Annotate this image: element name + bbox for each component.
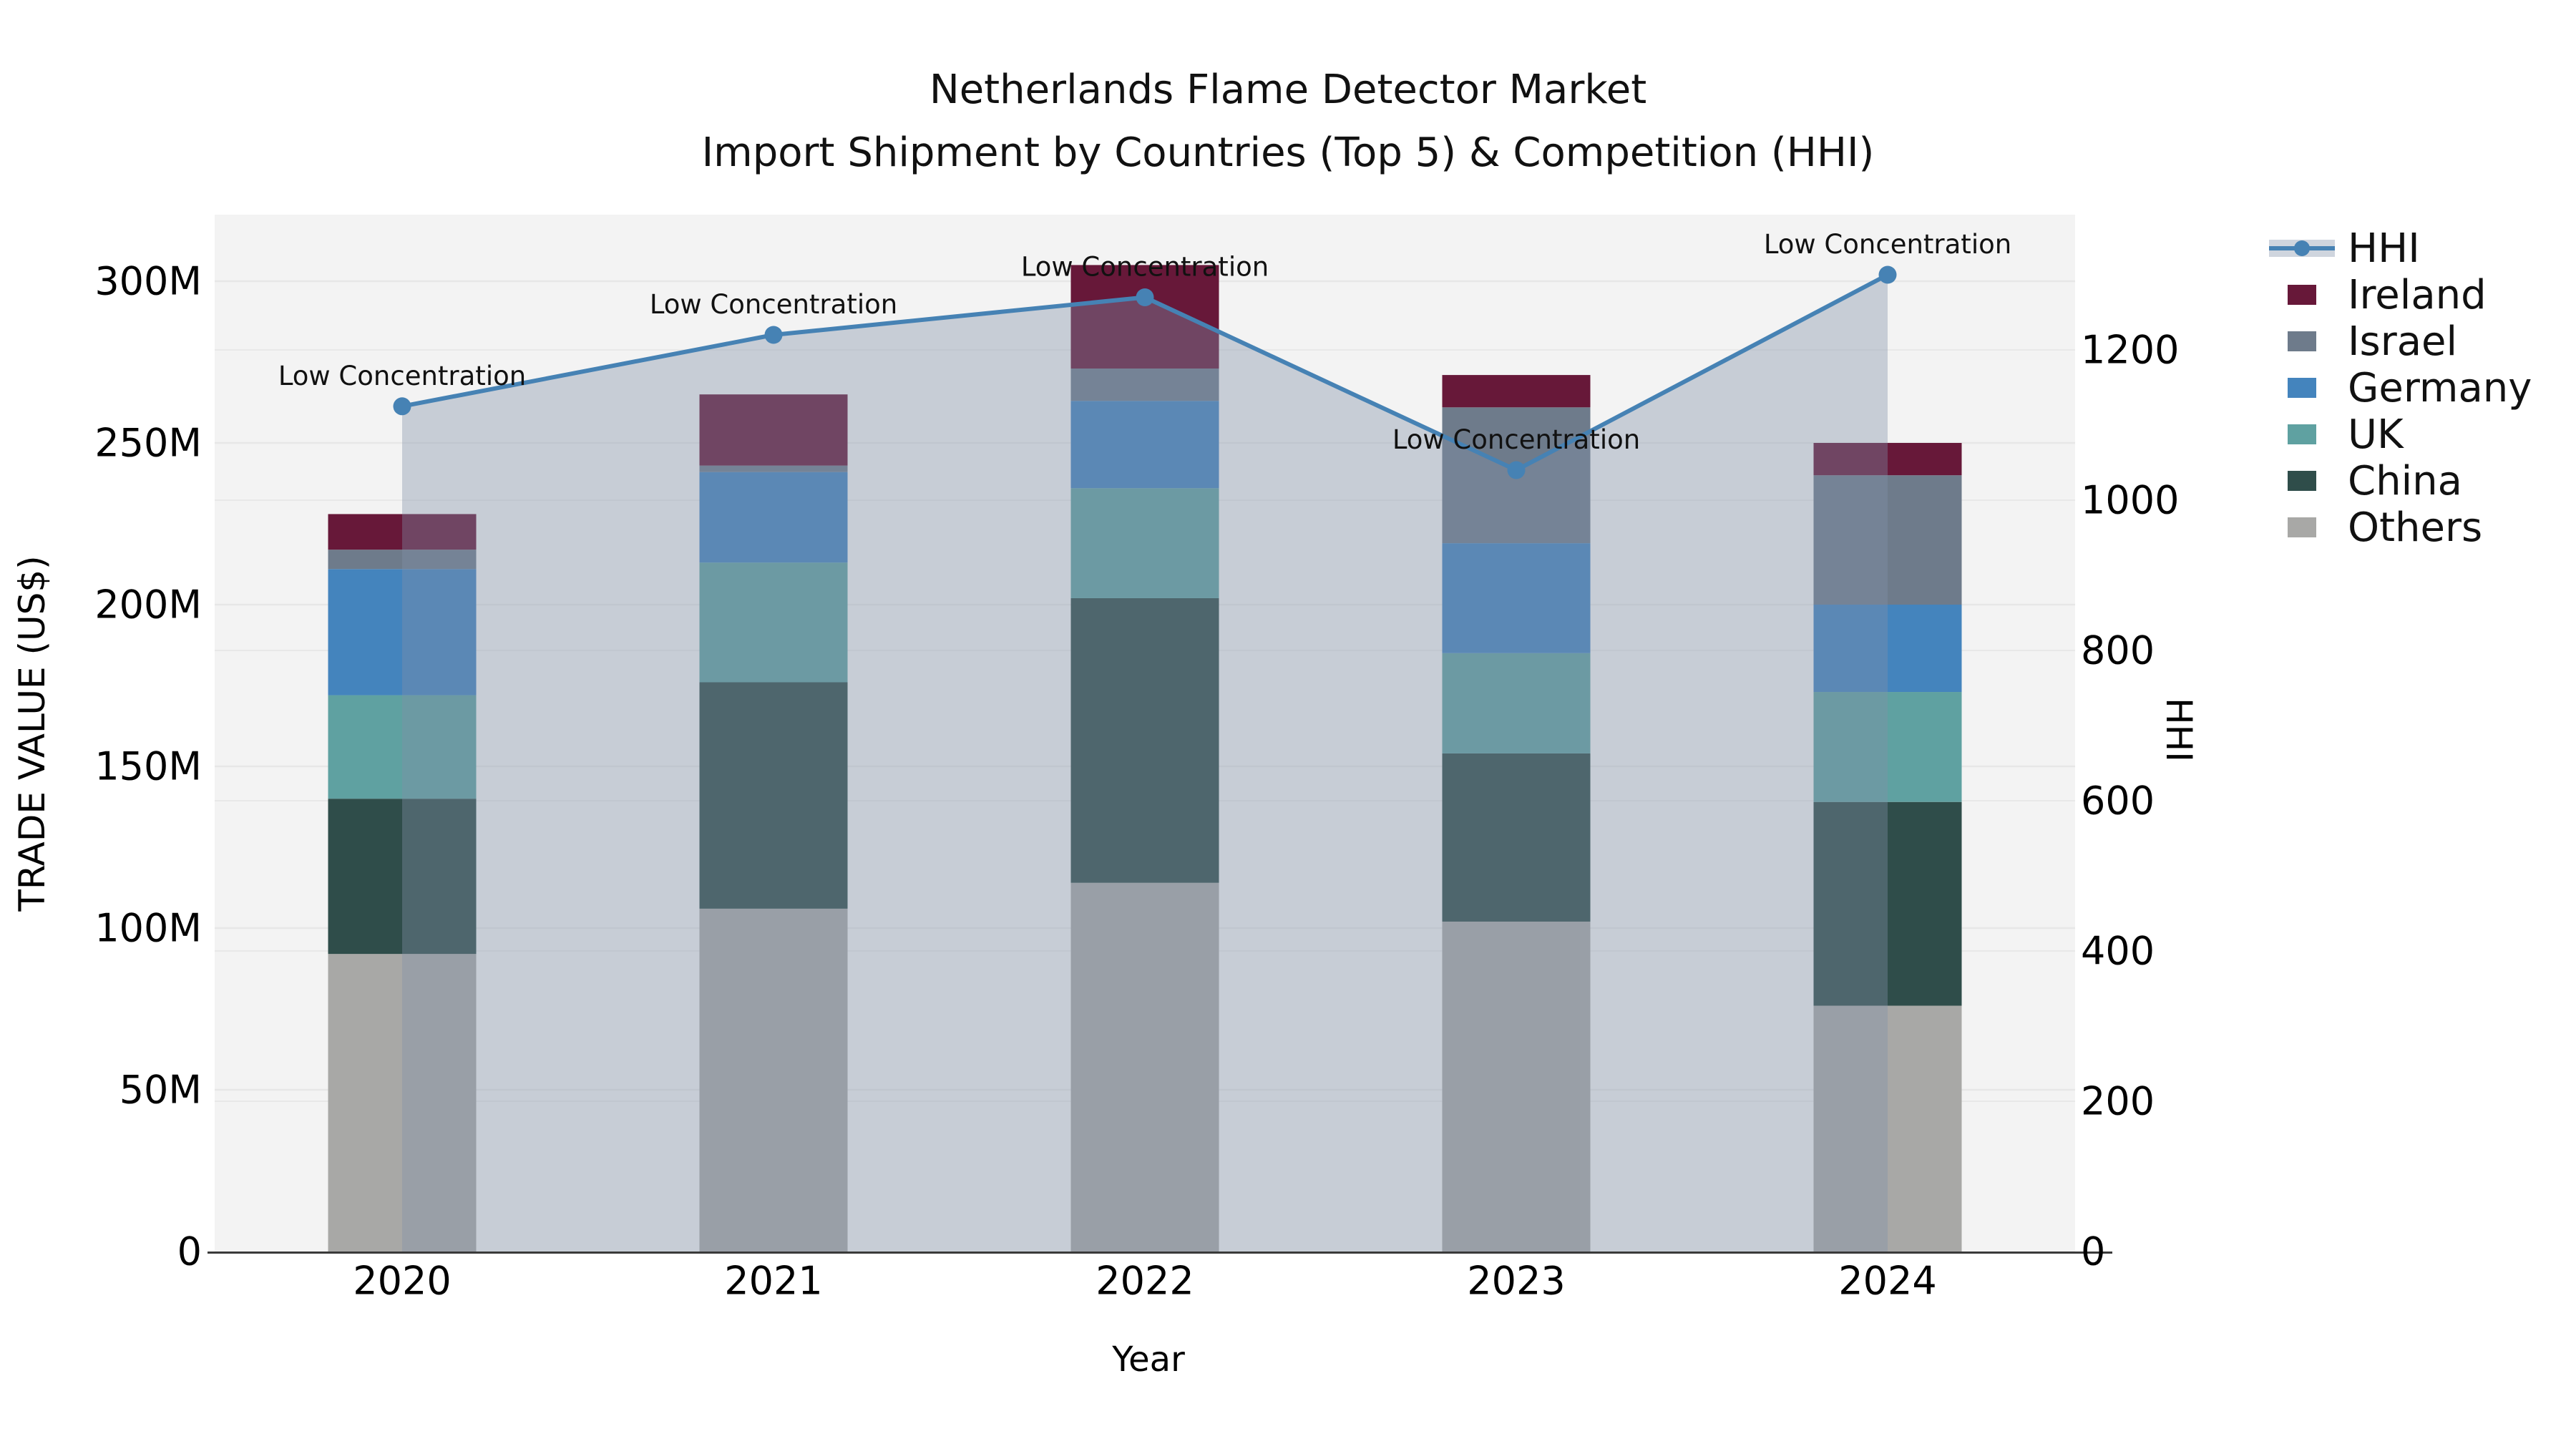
left-tick-200M: 200M bbox=[94, 582, 202, 628]
annotation-2021: Low Concentration bbox=[650, 289, 897, 320]
left-tick-0: 0 bbox=[177, 1229, 202, 1274]
bar-segment-2022-uk bbox=[1070, 488, 1219, 598]
chart-title-line1: Netherlands Flame Detector Market bbox=[929, 67, 1647, 113]
hhi-marker-2023 bbox=[1507, 461, 1526, 479]
bar-segment-2020-germany bbox=[328, 569, 477, 696]
annotation-2024: Low Concentration bbox=[1764, 229, 2011, 260]
legend-label-uk: UK bbox=[2348, 411, 2404, 458]
bar-segment-2020-uk bbox=[328, 695, 477, 799]
legend-item-ireland: Ireland bbox=[2258, 271, 2487, 318]
bar-segment-2021-israel bbox=[699, 465, 848, 472]
hhi-marker-2024 bbox=[1878, 265, 1897, 284]
legend-label-others: Others bbox=[2348, 504, 2483, 551]
x-tick-2024: 2024 bbox=[1838, 1258, 1937, 1304]
legend-hhi-sample bbox=[2258, 237, 2346, 260]
legend-swatch-israel bbox=[2288, 331, 2316, 351]
hhi-area-fill bbox=[402, 275, 1888, 1252]
left-tick-300M: 300M bbox=[94, 258, 202, 304]
x-tick-2020: 2020 bbox=[353, 1258, 452, 1304]
bar-segment-2023-uk bbox=[1442, 653, 1591, 753]
legend-label-china: China bbox=[2348, 457, 2462, 504]
legend-item-others: Others bbox=[2258, 504, 2482, 551]
x-tick-2021: 2021 bbox=[724, 1258, 823, 1304]
bar-segment-2022-others bbox=[1070, 882, 1219, 1252]
legend-swatch-col-israel bbox=[2258, 331, 2346, 351]
legend-swatch-ireland bbox=[2288, 285, 2316, 305]
plot-area: Low Concentration Low Concentration Low Co… bbox=[208, 215, 2112, 1254]
right-axis-title: HHI bbox=[2158, 698, 2200, 762]
hhi-marker-2020 bbox=[393, 397, 411, 416]
bar-segment-2024-china bbox=[1813, 801, 1962, 1006]
bar-segment-2022-germany bbox=[1070, 401, 1219, 489]
bar-segment-2024-others bbox=[1813, 1005, 1962, 1252]
bar-segment-2024-germany bbox=[1813, 605, 1962, 693]
legend-swatch-col-ireland bbox=[2258, 285, 2346, 305]
legend-swatch-col-others bbox=[2258, 517, 2346, 537]
legend-label-israel: Israel bbox=[2348, 318, 2458, 365]
bar-segment-2022-ireland bbox=[1070, 265, 1219, 369]
bar-segment-2020-china bbox=[328, 799, 477, 955]
hhi-marker-2022 bbox=[1136, 288, 1154, 306]
bar-segment-2022-china bbox=[1070, 597, 1219, 883]
legend-swatch-others bbox=[2288, 517, 2316, 537]
bar-segment-2020-others bbox=[328, 954, 477, 1252]
legend-item-china: China bbox=[2258, 457, 2462, 504]
right-tick-0: 0 bbox=[2081, 1229, 2106, 1274]
legend-swatch-germany bbox=[2288, 378, 2316, 398]
legend-label-hhi: HHI bbox=[2348, 225, 2420, 272]
legend-item-israel: Israel bbox=[2258, 318, 2457, 365]
right-tick-800: 800 bbox=[2081, 628, 2155, 673]
right-tick-400: 400 bbox=[2081, 928, 2155, 974]
left-axis-title: TRADE VALUE (US$) bbox=[11, 555, 53, 912]
right-tick-200: 200 bbox=[2081, 1078, 2155, 1124]
bar-segment-2021-ireland bbox=[699, 394, 848, 466]
chart-title-line2: Import Shipment by Countries (Top 5) & C… bbox=[701, 130, 1875, 176]
legend-swatch-col-germany bbox=[2258, 378, 2346, 398]
legend-swatch-china bbox=[2288, 471, 2316, 491]
bar-segment-2021-germany bbox=[699, 472, 848, 563]
right-tick-1200: 1200 bbox=[2081, 327, 2180, 373]
hhi-marker-2021 bbox=[764, 326, 783, 344]
legend-swatch-uk bbox=[2288, 424, 2316, 444]
right-tick-600: 600 bbox=[2081, 778, 2155, 824]
bar-segment-2021-china bbox=[699, 682, 848, 909]
legend-item-hhi: HHI bbox=[2258, 225, 2420, 272]
left-tick-50M: 50M bbox=[119, 1067, 202, 1113]
legend: HHI Ireland Israel Germany UK China Others bbox=[2258, 0, 2576, 644]
bar-segment-2023-germany bbox=[1442, 543, 1591, 653]
x-axis-title: Year bbox=[1112, 1340, 1185, 1380]
legend-label-germany: Germany bbox=[2348, 364, 2532, 411]
bar-segment-2021-uk bbox=[699, 562, 848, 683]
bar-segment-2023-ireland bbox=[1442, 375, 1591, 408]
chart-title: Netherlands Flame Detector Market Import… bbox=[0, 65, 2576, 178]
legend-item-uk: UK bbox=[2258, 411, 2404, 458]
legend-swatch-col-uk bbox=[2258, 424, 2346, 444]
legend-item-germany: Germany bbox=[2258, 364, 2532, 411]
bar-segment-2021-others bbox=[699, 908, 848, 1252]
left-tick-100M: 100M bbox=[94, 905, 202, 951]
x-tick-2023: 2023 bbox=[1467, 1258, 1566, 1304]
bar-segment-2024-ireland bbox=[1813, 443, 1962, 476]
left-tick-150M: 150M bbox=[94, 743, 202, 789]
bar-segment-2022-israel bbox=[1070, 369, 1219, 401]
hhi-marker-sample bbox=[2294, 240, 2310, 256]
right-tick-1000: 1000 bbox=[2081, 477, 2180, 523]
left-tick-250M: 250M bbox=[94, 420, 202, 466]
annotation-2020: Low Concentration bbox=[278, 361, 526, 391]
bar-segment-2020-israel bbox=[328, 550, 477, 570]
annotation-2023: Low Concentration bbox=[1392, 424, 1640, 455]
annotation-2022: Low Concentration bbox=[1021, 252, 1269, 283]
legend-label-ireland: Ireland bbox=[2348, 271, 2487, 318]
x-tick-2022: 2022 bbox=[1096, 1258, 1194, 1304]
legend-swatch-col-china bbox=[2258, 471, 2346, 491]
hhi-line-sample-icon bbox=[2269, 237, 2335, 260]
bar-segment-2023-china bbox=[1442, 753, 1591, 922]
bar-segment-2020-ireland bbox=[328, 514, 477, 550]
bar-segment-2024-uk bbox=[1813, 692, 1962, 802]
bar-segment-2023-others bbox=[1442, 921, 1591, 1252]
bar-segment-2024-israel bbox=[1813, 475, 1962, 605]
